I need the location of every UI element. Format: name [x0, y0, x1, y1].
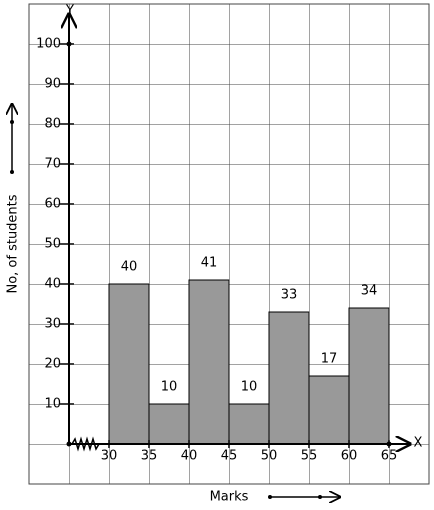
x-axis-name: X	[414, 436, 423, 451]
y-axis-label: No, of students	[6, 194, 21, 293]
bar	[228, 403, 270, 445]
x-tick-label: 50	[261, 449, 278, 464]
bar	[308, 375, 350, 445]
bar	[188, 279, 230, 445]
data-label: 10	[241, 380, 258, 395]
arrow-dot	[318, 495, 322, 499]
y-tick-label: 40	[44, 277, 61, 292]
data-label: 40	[121, 260, 138, 275]
data-label: 34	[361, 284, 378, 299]
bar	[348, 307, 390, 445]
y-tick-label: 80	[44, 117, 61, 132]
arrow-dot	[10, 120, 14, 124]
bar	[108, 283, 150, 445]
data-label: 33	[281, 288, 298, 303]
y-tick-label: 20	[44, 357, 61, 372]
y-tick-label: 100	[36, 37, 61, 52]
bar	[268, 311, 310, 445]
y-tick-label: 90	[44, 77, 61, 92]
axis-break	[71, 436, 100, 452]
x-tick-label: 55	[301, 449, 318, 464]
y-axis-name: Y	[65, 4, 74, 19]
bar	[148, 403, 190, 445]
x-tick-label: 60	[341, 449, 358, 464]
x-axis-label: Marks	[210, 490, 249, 505]
x-tick-label: 40	[181, 449, 198, 464]
arrow-dot	[10, 170, 14, 174]
y-tick-label: 50	[44, 237, 61, 252]
data-label: 41	[201, 256, 218, 271]
y-tick-label: 30	[44, 317, 61, 332]
y-tick-label: 10	[44, 397, 61, 412]
y-tick-label: 70	[44, 157, 61, 172]
data-label: 10	[161, 380, 178, 395]
y-tick-label: 60	[44, 197, 61, 212]
x-tick-label: 30	[101, 449, 118, 464]
x-tick-label: 45	[221, 449, 238, 464]
x-tick-label: 65	[381, 449, 398, 464]
origin-dot	[66, 441, 72, 447]
x-tick-label: 35	[141, 449, 158, 464]
arrow-dot	[268, 495, 272, 499]
data-label: 17	[321, 352, 338, 367]
